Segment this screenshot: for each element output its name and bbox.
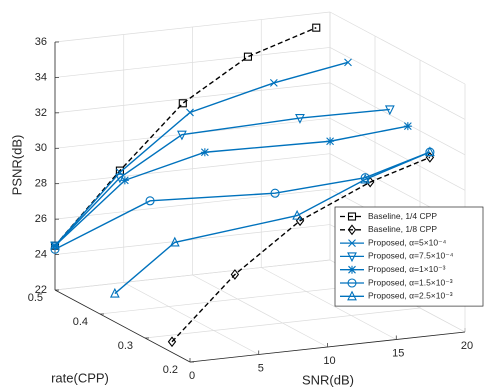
marker bbox=[295, 114, 305, 124]
z-tick-label: 22 bbox=[35, 284, 47, 296]
marker bbox=[167, 336, 177, 348]
grid-line bbox=[54, 224, 331, 255]
marker bbox=[403, 122, 412, 131]
grid-line bbox=[54, 82, 331, 114]
grid-line bbox=[99, 283, 376, 315]
legend-label: Proposed, α=1×10⁻³ bbox=[368, 264, 446, 274]
grid-line bbox=[329, 82, 466, 156]
grid-line bbox=[54, 153, 331, 185]
z-tick-label: 32 bbox=[35, 107, 47, 119]
marker bbox=[292, 209, 302, 220]
z-tick-label: 36 bbox=[35, 36, 47, 48]
legend-label: Proposed, α=1.5×10⁻³ bbox=[368, 277, 453, 287]
y-tick-label: 0.3 bbox=[118, 340, 133, 352]
legend-marker bbox=[347, 278, 357, 288]
x-axis bbox=[189, 331, 466, 363]
marker bbox=[109, 287, 120, 298]
legend-marker bbox=[348, 239, 356, 247]
legend-marker bbox=[347, 212, 357, 221]
y-axis bbox=[54, 289, 191, 363]
z-tick-label: 26 bbox=[35, 213, 47, 225]
legend-marker bbox=[348, 265, 356, 274]
legend-marker bbox=[347, 224, 357, 236]
z-tick-label: 34 bbox=[35, 71, 47, 83]
marker bbox=[344, 58, 352, 67]
legend-label: Proposed, α=5×10⁻⁴ bbox=[368, 237, 447, 247]
marker bbox=[360, 173, 371, 184]
marker bbox=[312, 23, 321, 32]
legend-label: Baseline, 1/8 CPP bbox=[368, 224, 437, 234]
marker bbox=[186, 108, 194, 117]
grid-line bbox=[54, 188, 331, 220]
legend-marker bbox=[347, 290, 357, 301]
grid-line bbox=[329, 117, 466, 191]
x-tick-label: 10 bbox=[323, 355, 335, 367]
legend: Baseline, 1/4 CPP Baseline, 1/8 CPP Propos… bbox=[334, 206, 484, 307]
marker bbox=[178, 99, 187, 108]
marker bbox=[115, 173, 125, 184]
series-line bbox=[54, 27, 317, 247]
legend-marker bbox=[347, 252, 357, 263]
marker bbox=[243, 52, 252, 61]
marker bbox=[270, 188, 280, 198]
grid-line bbox=[329, 11, 466, 85]
marker bbox=[230, 269, 240, 280]
series-line bbox=[54, 151, 431, 250]
x-axis-label: SNR(dB) bbox=[302, 372, 354, 387]
x-tick-label: 0 bbox=[189, 370, 195, 382]
marker bbox=[384, 105, 395, 116]
z-tick-label: 30 bbox=[35, 142, 47, 154]
y-tick-label: 0.2 bbox=[163, 364, 178, 376]
series-line bbox=[54, 108, 390, 247]
z-tick-label: 28 bbox=[35, 178, 47, 190]
legend-label: Baseline, 1/4 CPP bbox=[368, 211, 437, 221]
z-tick-label: 24 bbox=[35, 248, 47, 260]
grid-line bbox=[54, 11, 331, 43]
x-tick-label: 15 bbox=[392, 347, 404, 359]
series-line bbox=[114, 151, 431, 295]
x-tick-label: 5 bbox=[258, 362, 264, 374]
grid-line bbox=[54, 47, 331, 78]
marker bbox=[50, 244, 60, 254]
series-line bbox=[171, 156, 431, 343]
marker bbox=[145, 196, 155, 206]
y-tick-label: 0.4 bbox=[73, 316, 88, 328]
marker bbox=[169, 236, 180, 247]
grid-line bbox=[192, 274, 328, 348]
legend-label: Proposed, α=7.5×10⁻⁴ bbox=[368, 251, 454, 261]
grid-line bbox=[261, 267, 397, 340]
z-axis-label: PSNR(dB) bbox=[9, 135, 24, 196]
x-tick-label: 20 bbox=[461, 340, 473, 352]
y-tick-label: 0.5 bbox=[28, 292, 43, 304]
marker bbox=[425, 146, 435, 157]
grid-line bbox=[329, 47, 466, 120]
grid-line bbox=[54, 259, 331, 291]
legend-label: Proposed, α=2.5×10⁻³ bbox=[368, 291, 453, 301]
marker bbox=[120, 176, 129, 185]
marker bbox=[200, 148, 209, 157]
grid-line bbox=[123, 282, 259, 355]
y-axis-label: rate(CPP) bbox=[51, 370, 109, 385]
marker bbox=[326, 137, 335, 146]
marker bbox=[269, 79, 278, 87]
marker bbox=[177, 130, 187, 141]
grid-line bbox=[144, 307, 421, 339]
